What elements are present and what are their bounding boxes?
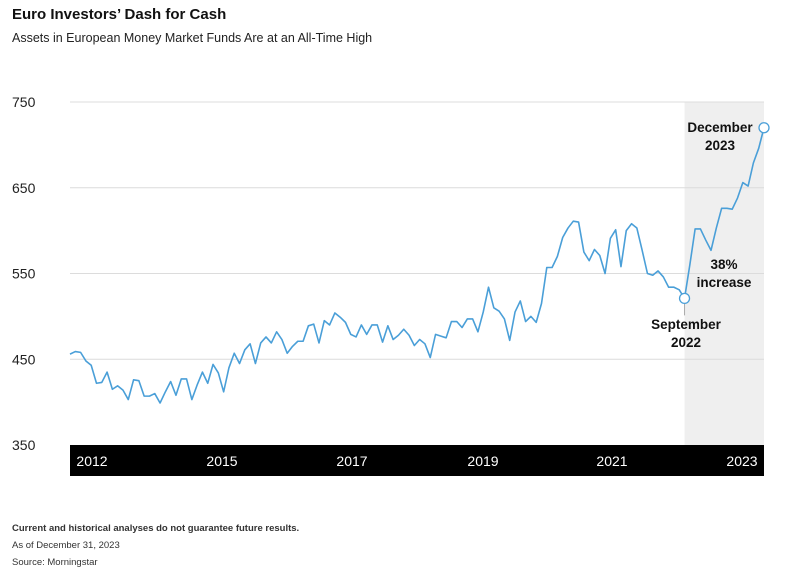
annotation-change-2: increase	[697, 275, 752, 290]
series-line	[69, 127, 765, 404]
x-axis-band	[70, 445, 764, 476]
x-tick-label: 2019	[467, 453, 498, 469]
start-point-marker	[678, 292, 691, 305]
as-of-date: As of December 31, 2023	[12, 540, 120, 551]
y-tick-label: 750	[12, 94, 36, 110]
y-tick-label: 550	[12, 266, 36, 282]
annotation-start-1: September	[651, 317, 722, 332]
x-tick-label: 2015	[206, 453, 237, 469]
annotation-change-1: 38%	[710, 257, 737, 272]
annotation-start-2: 2022	[671, 335, 701, 350]
disclaimer: Current and historical analyses do not g…	[12, 523, 300, 534]
y-tick-label: 450	[12, 351, 36, 367]
source: Source: Morningstar	[12, 557, 98, 568]
annotation-end-2: 2023	[705, 138, 736, 153]
line-chart: 350 450 550 650 750 2012 2015 2017 2019 2021 2023…	[12, 94, 770, 476]
annotation-end-1: December	[687, 120, 753, 135]
x-tick-label: 2017	[336, 453, 367, 469]
x-tick-label: 2023	[726, 453, 757, 469]
chart-subtitle: Assets in European Money Market Funds Ar…	[12, 31, 373, 45]
x-tick-label: 2012	[76, 453, 107, 469]
y-tick-label: 650	[12, 180, 36, 196]
x-tick-label: 2021	[596, 453, 627, 469]
y-tick-label: 350	[12, 437, 36, 453]
chart-title: Euro Investors’ Dash for Cash	[12, 6, 227, 23]
end-point-marker	[758, 122, 770, 134]
